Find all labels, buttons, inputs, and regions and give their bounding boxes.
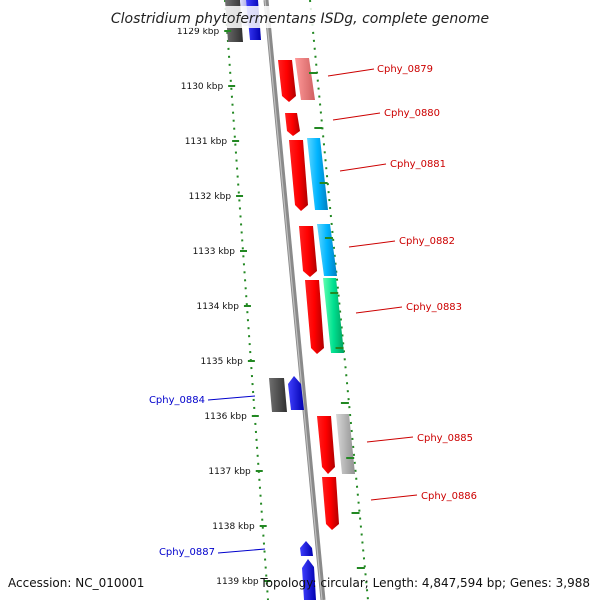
gene-0883-red[interactable] [305,280,324,354]
gene-label-cphy-0883[interactable]: Cphy_0883 [406,302,462,313]
kbp-tick-labels: 1129 kbp 1130 kbp 1131 kbp 1132 kbp 1133 kbp… [177,27,259,587]
gene-0887-blue-2[interactable] [302,559,316,600]
kbp-tick-label: 1132 kbp [189,192,232,202]
title-backdrop [110,6,490,28]
gene-label-cphy-0882[interactable]: Cphy_0882 [399,236,455,247]
gene-label-cphy-0887[interactable]: Cphy_0887 [159,547,215,558]
kbp-tick-label: 1137 kbp [208,467,251,477]
gene-0883-green[interactable] [323,278,344,353]
gene-0884-blue[interactable] [288,376,304,410]
gene-label-cphy-0885[interactable]: Cphy_0885 [417,433,473,444]
kbp-tick-label: 1135 kbp [200,357,243,367]
gene-0884-dark[interactable] [269,378,287,412]
gene-leader-line [348,240,396,248]
gene-leader-line [366,436,414,443]
gene-label-cphy-0880[interactable]: Cphy_0880 [384,108,440,119]
tick-marks [224,30,365,582]
gene-0880-red[interactable] [285,113,300,136]
kbp-tick-label: 1138 kbp [212,522,255,532]
gene-0886-red[interactable] [322,477,339,530]
inner-dotted-track [224,0,269,600]
kbp-tick-label: 1133 kbp [193,247,236,257]
kbp-tick-label: 1136 kbp [204,412,247,422]
gene-label-cphy-0886[interactable]: Cphy_0886 [421,491,477,502]
gene-leader-line [332,112,381,121]
gene-0882-cyan[interactable] [317,224,337,276]
backbone [263,0,326,600]
gene-0887-blue-1[interactable] [300,541,313,556]
gene-0885-red[interactable] [317,416,335,474]
kbp-tick-label: 1131 kbp [185,137,228,147]
kbp-tick-label: 1134 kbp [197,302,240,312]
gene-0881-red[interactable] [289,140,308,211]
gene-0881-cyan[interactable] [307,138,328,210]
gene-labels: Cphy_0879 Cphy_0880 Cphy_0881 Cphy_0882 Cphy… [149,64,477,558]
map-title: Clostridium phytofermentans ISDg, comple… [111,11,489,27]
gene-0879-pink[interactable] [295,58,315,100]
gene-label-cphy-0881[interactable]: Cphy_0881 [390,159,446,170]
topology-label: Topology: circular; Length: 4,847,594 bp… [259,576,590,590]
gene-label-cphy-0879[interactable]: Cphy_0879 [377,64,433,75]
gene-leader-line [370,494,418,501]
gene-0879-red[interactable] [278,60,296,102]
gene-0882-red[interactable] [299,226,317,277]
kbp-tick-label: 1130 kbp [181,82,224,92]
kbp-tick-label: 1139 kbp [216,577,259,587]
gene-leader-line [355,306,403,314]
gene-leader-line [207,395,256,401]
backbone-highlight [264,0,323,600]
gene-leader-line [339,163,387,172]
gene-leader-line [327,68,375,77]
backbone-line [263,0,326,600]
kbp-tick-label: 1129 kbp [177,27,220,37]
gene-label-cphy-0884[interactable]: Cphy_0884 [149,395,205,406]
gene-leader-line [217,548,266,554]
gene-0885-grey[interactable] [336,414,355,474]
accession-label: Accession: NC_010001 [8,576,144,590]
